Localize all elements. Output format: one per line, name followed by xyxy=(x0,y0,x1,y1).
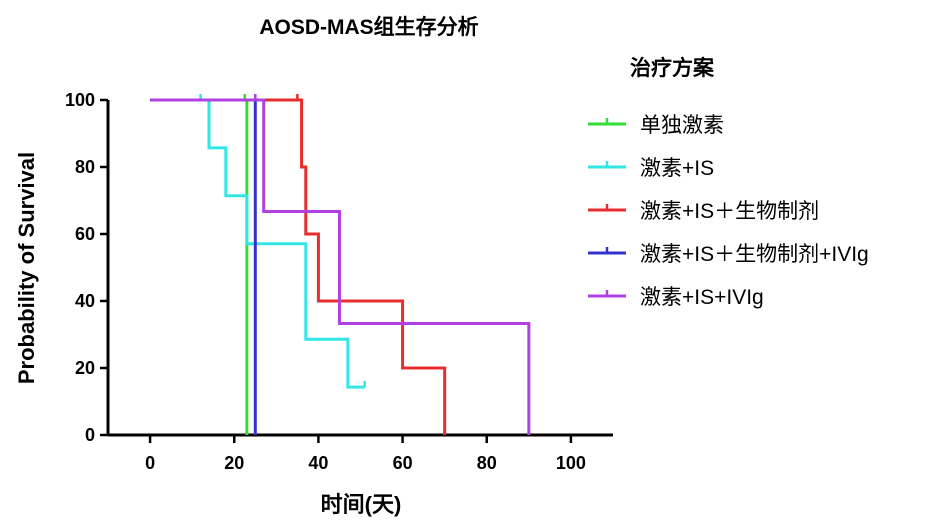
x-tick-label: 40 xyxy=(308,453,328,473)
axes: 0 20 40 60 80 100 0 20 40 60 80 100 xyxy=(65,90,613,473)
y-tick-label: 0 xyxy=(85,425,95,445)
x-tick-label: 20 xyxy=(224,453,244,473)
x-tick-label: 80 xyxy=(477,453,497,473)
legend-label: 单独激素 xyxy=(640,114,724,137)
survival-curve-3 xyxy=(150,98,447,435)
chart-title: AOSD-MAS组生存分析 xyxy=(259,15,478,39)
legend-label: 激素+IS+IVIg xyxy=(640,286,764,309)
legend-label: 激素+IS＋生物制剂 xyxy=(640,200,819,223)
plot-area xyxy=(150,94,531,435)
x-tick-label: 0 xyxy=(145,453,155,473)
y-tick-label: 80 xyxy=(75,157,95,177)
y-axis-title: Probability of Survival xyxy=(14,152,39,384)
survival-curve-5 xyxy=(150,98,531,435)
y-tick-label: 100 xyxy=(65,90,95,110)
x-axis-title: 时间(天) xyxy=(321,492,402,517)
survival-curve-1 xyxy=(150,98,249,435)
x-tick-label: 60 xyxy=(393,453,413,473)
legend-label: 激素+IS＋生物制剂+IVIg xyxy=(640,243,869,266)
x-tick-label: 100 xyxy=(556,453,586,473)
legend-title: 治疗方案 xyxy=(630,56,715,80)
survival-curve-2 xyxy=(150,98,365,389)
y-tick-label: 60 xyxy=(75,224,95,244)
y-tick-label: 20 xyxy=(75,358,95,378)
y-tick-label: 40 xyxy=(75,291,95,311)
legend-label: 激素+IS xyxy=(640,157,714,180)
survival-curve-4 xyxy=(150,98,257,435)
